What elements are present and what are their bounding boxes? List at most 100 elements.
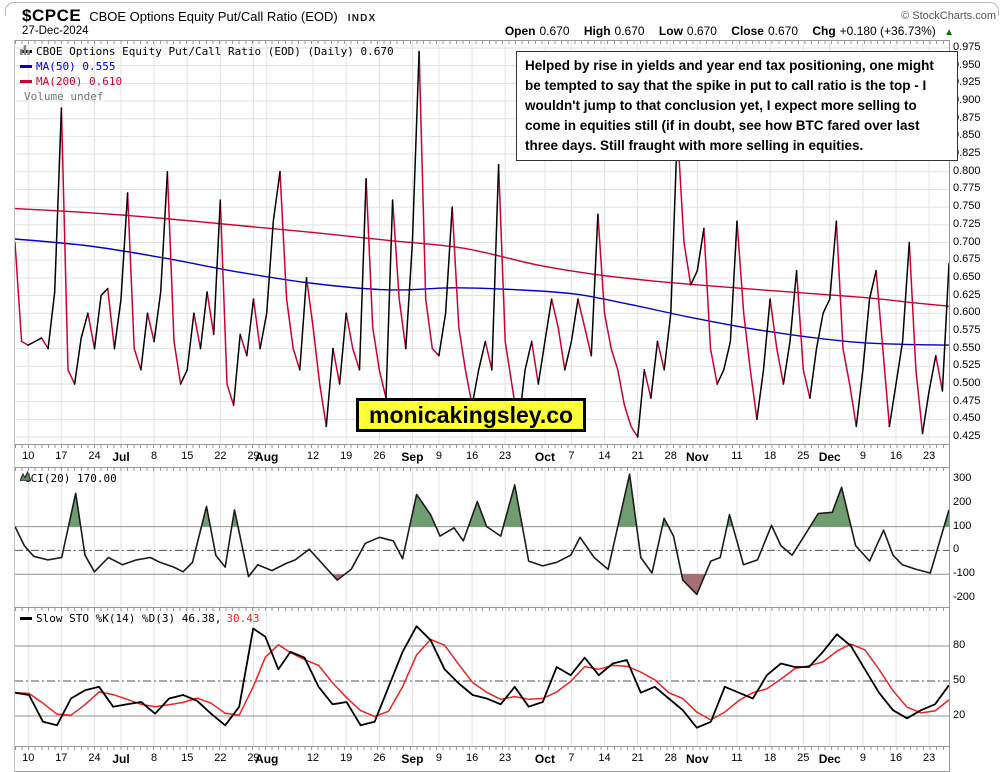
page-title: CBOE Options Equity Put/Call Ratio (EOD)	[89, 9, 338, 24]
x-tick-label: 16	[889, 752, 903, 764]
legend-sto-row: Slow STO %K(14) %D(3) 46.38, 30.43	[20, 611, 260, 626]
x-tick-label: 17	[55, 450, 68, 462]
x-tick-label: 16	[889, 450, 903, 462]
x-tick-label: 12	[306, 752, 320, 764]
x-tick-label: 23	[499, 752, 512, 764]
x-tick-label: 28	[664, 752, 677, 764]
legend-price-label: CBOE Options Equity Put/Call Ratio (EOD)…	[36, 45, 394, 58]
stochastic-panel: Slow STO %K(14) %D(3) 46.38, 30.43	[14, 607, 950, 747]
minor-tick-strip	[15, 41, 949, 44]
x-tick-label: 18	[764, 752, 777, 764]
x-axis-row-top: 10 17 24 Jul 8 15 22 29 Aug 12 19 26 Sep 9 16 23 Oct 7 14 2…	[14, 444, 950, 468]
y-tick-label: 0.750	[953, 200, 981, 213]
y-tick-label: 80	[953, 639, 966, 651]
y-tick-label: 0.550	[953, 341, 981, 354]
y-tick-label: 0.675	[953, 253, 981, 266]
x-tick-label: 14	[598, 450, 611, 462]
y-tick-label: 0.925	[953, 76, 981, 89]
symbol: $CPCE	[22, 6, 82, 25]
x-tick-label: Oct	[534, 450, 555, 464]
minor-tick-strip	[15, 608, 949, 611]
y-tick-label: 0.625	[953, 288, 981, 301]
price-legend: CBOE Options Equity Put/Call Ratio (EOD)…	[20, 44, 394, 104]
x-tick-label: Jul	[112, 450, 130, 464]
x-tick-label: Nov	[685, 450, 709, 464]
chart-header: $CPCE CBOE Options Equity Put/Call Ratio…	[22, 6, 376, 26]
minor-tick-strip	[15, 468, 949, 471]
high-value: 0.670	[614, 24, 645, 38]
x-tick-label: Dec	[818, 752, 841, 766]
x-tick-label: 23	[499, 450, 512, 462]
open-label: Open	[504, 24, 536, 38]
x-tick-label: 15	[181, 450, 194, 462]
y-tick-label: 0.775	[953, 182, 981, 195]
legend-volume-row: Volume undef	[20, 45, 394, 104]
minor-tick-strip	[15, 747, 949, 750]
x-tick-label: 24	[88, 450, 101, 462]
y-tick-label: 100	[953, 519, 972, 532]
y-tick-label: 50	[953, 674, 966, 686]
x-tick-label: 25	[797, 450, 810, 462]
x-tick-label: 10	[22, 752, 35, 764]
legend-ma200-row: MA(200) 0.610	[20, 74, 394, 89]
legend-cci-label: CCI(20) 170.00	[24, 472, 117, 485]
x-tick-label: 15	[181, 752, 194, 764]
legend-sto-k-label: Slow STO %K(14) %D(3) 46.38,	[36, 612, 222, 625]
legend-price-row: CBOE Options Equity Put/Call Ratio (EOD)…	[20, 44, 394, 59]
x-tick-label: Nov	[685, 752, 709, 766]
y-tick-label: 0.850	[953, 129, 981, 142]
y-tick-label: 0.800	[953, 164, 981, 177]
y-tick-label: -200	[953, 591, 976, 603]
y-tick-label: 0.825	[953, 147, 981, 160]
x-tick-label: 28	[664, 450, 677, 462]
x-tick-label: 14	[598, 752, 611, 764]
stochastic-chart-svg	[15, 608, 949, 747]
x-tick-label: 9	[859, 450, 866, 462]
x-tick-label: 29	[247, 752, 260, 764]
y-tick-label: 0.525	[953, 359, 981, 372]
legend-sto-d-label: 30.43	[226, 612, 260, 625]
x-tick-label: Sep	[401, 752, 424, 766]
y-tick-label: 0.500	[953, 376, 981, 389]
cci-panel: CCI(20) 170.00	[14, 467, 950, 608]
x-tick-label: 22	[214, 752, 227, 764]
x-tick-label: Aug	[255, 752, 279, 766]
price-panel: CBOE Options Equity Put/Call Ratio (EOD)…	[14, 40, 958, 445]
x-tick-label: 8	[151, 450, 158, 462]
x-tick-label: 22	[214, 450, 227, 462]
x-tick-label: 21	[631, 752, 644, 764]
legend-ma200-label: MA(200) 0.610	[36, 75, 123, 88]
y-tick-label: 0.975	[953, 41, 981, 53]
x-tick-label: 16	[465, 450, 479, 462]
x-tick-label: 25	[797, 752, 810, 764]
y-tick-label: -100	[953, 567, 976, 580]
chart-date: 27-Dec-2024	[22, 25, 89, 37]
x-tick-label: Dec	[818, 450, 841, 464]
x-tick-label: Oct	[534, 752, 555, 766]
y-tick-label: 0.725	[953, 217, 981, 230]
x-tick-label: 23	[922, 450, 936, 462]
legend-ma50-row: MA(50) 0.555	[20, 59, 394, 74]
chg-value: +0.180 (+36.73%)	[839, 24, 936, 38]
chg-label: Chg	[812, 24, 836, 38]
close-value: 0.670	[767, 24, 798, 38]
y-tick-label: 20	[953, 709, 966, 721]
x-tick-label: 26	[373, 450, 386, 462]
y-tick-label: 0.650	[953, 270, 981, 283]
sto-k-line-icon	[20, 617, 32, 620]
cci-chart-svg	[15, 468, 949, 608]
ma200-line-icon	[20, 80, 32, 83]
stochastic-legend: Slow STO %K(14) %D(3) 46.38, 30.43	[20, 611, 260, 626]
x-tick-label: 11	[731, 450, 743, 462]
x-tick-label: 17	[55, 752, 68, 764]
x-tick-label: 18	[764, 450, 777, 462]
x-tick-label: 8	[151, 752, 158, 764]
x-tick-label: 7	[568, 752, 575, 764]
x-tick-label: 26	[373, 752, 386, 764]
x-tick-label: 9	[859, 752, 866, 764]
up-arrow-icon: ▲	[944, 27, 954, 38]
x-tick-label: 29	[247, 450, 260, 462]
y-tick-label: 0.900	[953, 94, 981, 107]
x-tick-label: 19	[340, 752, 353, 764]
